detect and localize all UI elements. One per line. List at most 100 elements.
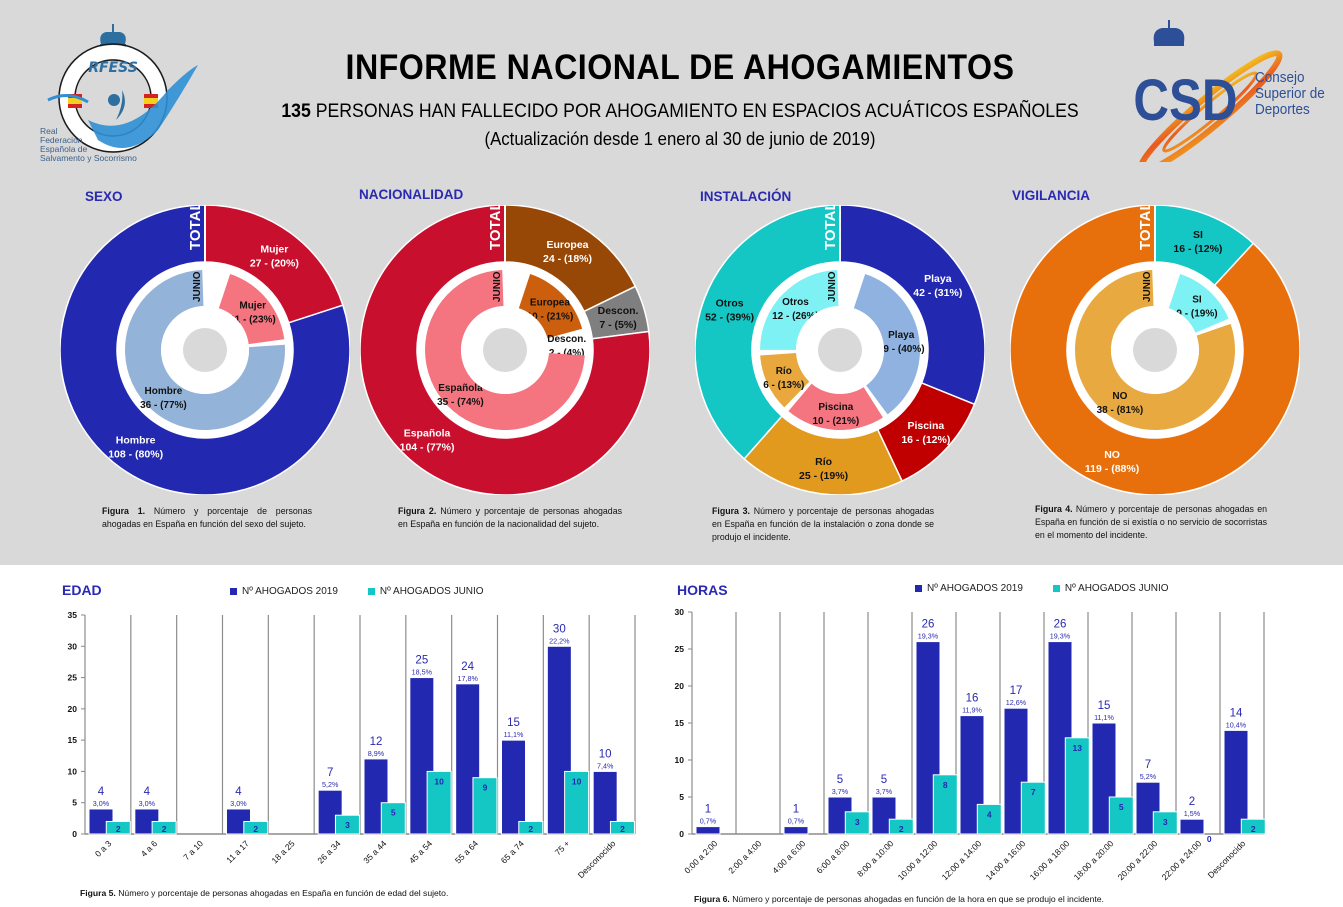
junio-ring-label: JUNIO — [827, 271, 838, 302]
slice-name-label: Playa — [888, 330, 915, 341]
csd-logo: CSD — [1133, 20, 1283, 162]
bar-junio-label: 2 — [620, 824, 625, 834]
donut-center — [1133, 328, 1177, 372]
page-subtitle: 135 PERSONAS HAN FALLECIDO POR AHOGAMIEN… — [271, 101, 1089, 123]
legend-label: Nº AHOGADOS 2019 — [242, 586, 338, 597]
bar-junio-label: 9 — [483, 783, 488, 793]
y-tick-label: 0 — [679, 829, 684, 839]
section-title-sexo: SEXO — [85, 189, 123, 204]
slice-name-label: Europea — [530, 297, 570, 308]
csd-logo-text: Consejo Superior de Deportes — [1255, 70, 1325, 118]
bar-junio — [243, 820, 269, 835]
bar-pct-label: 10,4% — [1226, 720, 1247, 729]
bar-value-label: 1 — [705, 804, 711, 816]
bar-junio — [1108, 796, 1134, 835]
bar-value-label: 24 — [461, 661, 474, 673]
slice-name-label: Río — [815, 456, 832, 468]
slice-value-label: 108 - (80%) — [108, 448, 163, 460]
bar-2019 — [501, 739, 526, 835]
donut-chart-vigilancia: SI 16 - (12%) NO 119 - (88%) SI 9 - (19%) NO 38… — [1010, 205, 1300, 495]
caption-text: Número y porcentaje de personas ahogadas… — [398, 506, 622, 529]
total-ring-label: TOTAL — [487, 205, 504, 250]
bar-2019 — [915, 641, 941, 835]
slice-inner-espanola — [425, 270, 585, 430]
bar-junio-label: 2 — [253, 824, 258, 834]
bar-pct-label: 11,1% — [1094, 713, 1114, 722]
x-tick-label: 8:00 a 10:00 — [855, 838, 896, 879]
slice-value-label: 11 - (23%) — [230, 314, 276, 325]
bar-pct-label: 8,9% — [368, 749, 385, 758]
slice-inner-piscina — [788, 383, 883, 430]
bar-pct-label: 22,2% — [549, 636, 570, 645]
y-tick-label: 10 — [68, 766, 78, 776]
outer-ring: SI 16 - (12%) NO 119 - (88%) — [1010, 205, 1300, 495]
slice-value-label: 16 - (12%) — [901, 434, 950, 446]
x-tick-label: 35 a 44 — [361, 838, 388, 865]
bar-pct-label: 0,7% — [788, 817, 805, 826]
logo-text-line: Española de — [40, 144, 88, 154]
bar-pct-label: 12,6% — [1006, 698, 1027, 707]
donut-center — [483, 328, 527, 372]
bar-junio — [564, 770, 590, 835]
slice-value-label: 16 - (12%) — [1173, 243, 1222, 255]
bar-junio-label: 5 — [391, 808, 396, 818]
slice-name-label: Europea — [547, 239, 589, 251]
bar-value-label: 7 — [327, 767, 333, 779]
y-tick-label: 20 — [675, 681, 685, 691]
caption-label: Figura 4. — [1035, 504, 1073, 514]
slice-name-label: Española — [404, 428, 451, 440]
bar-value-label: 25 — [415, 655, 428, 667]
bar-junio — [976, 803, 1002, 835]
divider — [204, 205, 206, 262]
bar-pct-label: 5,2% — [1140, 772, 1157, 781]
bar-pct-label: 19,3% — [918, 632, 939, 641]
x-tick-label: 16:00 a 18:00 — [1028, 838, 1072, 882]
bar-2019 — [363, 758, 389, 835]
slice-value-label: 10 - (21%) — [813, 416, 860, 427]
bar-value-label: 15 — [507, 717, 520, 729]
bar-junio-label: 5 — [1119, 802, 1124, 812]
bar-junio — [1020, 781, 1046, 835]
bar-junio — [844, 811, 870, 835]
y-tick-label: 10 — [675, 755, 685, 765]
slice-name-label: SI — [1192, 294, 1202, 305]
bar-pct-label: 0,7% — [700, 817, 717, 826]
slice-value-label: 42 - (31%) — [913, 287, 962, 299]
junio-ring-label: JUNIO — [192, 271, 203, 302]
x-tick-label: 0 a 3 — [93, 838, 114, 859]
slice-value-label: 19 - (40%) — [878, 344, 925, 355]
slice-value-label: 2 - (4%) — [549, 348, 585, 359]
x-tick-label: 2:00 a 4:00 — [726, 838, 763, 875]
slice-inner-europea — [518, 274, 583, 339]
legend-swatch — [230, 588, 237, 595]
x-tick-label: 11 a 17 — [224, 838, 251, 865]
bar-value-label: 4 — [144, 786, 151, 798]
page-title: INFORME NACIONAL DE AHOGAMIENTOS — [345, 48, 1015, 87]
bar-junio — [105, 820, 131, 835]
slice-value-label: 119 - (88%) — [1085, 463, 1139, 475]
slice-name-label: NO — [1112, 391, 1127, 402]
bar-2019 — [695, 826, 721, 835]
logo-text-line: Federación — [40, 135, 83, 145]
bar-junio — [472, 777, 498, 835]
figure-caption-2: Figura 2. Número y porcentaje de persona… — [398, 505, 622, 531]
inner-ring: Playa 19 - (40%) Piscina 10 - (21%) Río 6 - (… — [760, 270, 925, 430]
x-tick-label: 6:00 a 8:00 — [814, 838, 851, 875]
bar-value-label: 16 — [966, 693, 979, 705]
x-tick-label: 0:00 a 2:00 — [682, 838, 719, 875]
x-tick-label: Desconocido — [1206, 838, 1248, 880]
x-tick-label: 18 a 25 — [270, 838, 297, 865]
bar-junio-label: 3 — [345, 820, 350, 830]
x-tick-label: Desconocido — [576, 838, 618, 880]
slice-value-label: 6 - (13%) — [763, 380, 804, 391]
slice-name-label: Playa — [924, 273, 952, 285]
slice-name-label: Española — [438, 383, 483, 394]
y-tick-label: 5 — [679, 792, 684, 802]
junio-ring-label: JUNIO — [492, 271, 503, 302]
slice-name-label: Mujer — [239, 300, 266, 311]
y-tick-label: 20 — [68, 704, 78, 714]
bar-junio — [1240, 818, 1266, 835]
slice-value-label: 24 - (18%) — [543, 253, 592, 265]
